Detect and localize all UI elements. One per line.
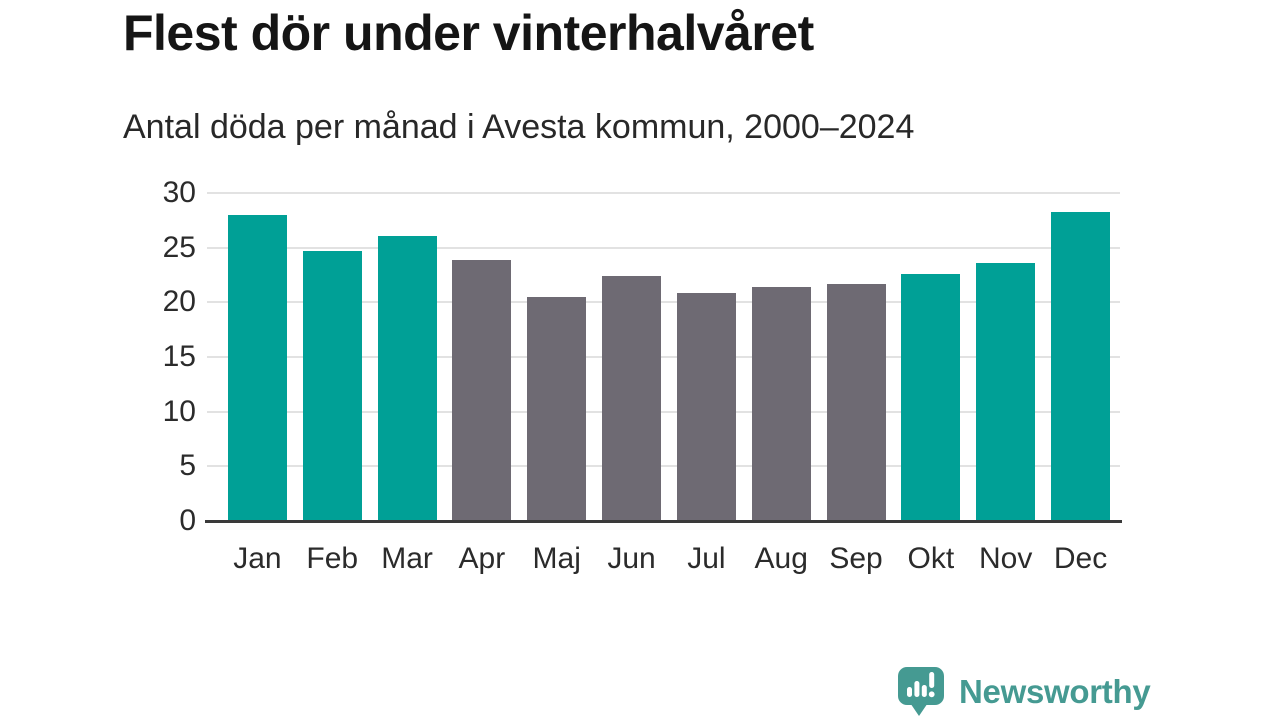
x-tick-label-apr: Apr: [458, 542, 506, 575]
bar-jun: [602, 276, 662, 521]
bar-band-jan: [220, 193, 295, 521]
logo-exclamation-dot: [928, 691, 935, 698]
bar-band-okt: [893, 193, 968, 521]
x-tick-label-jan: Jan: [233, 542, 282, 575]
bar-band-aug: [744, 193, 819, 521]
x-tick-label-feb: Feb: [306, 542, 359, 575]
bar-jan: [227, 214, 287, 521]
bar-band-dec: [1043, 193, 1118, 521]
bar-band-feb: [295, 193, 370, 521]
bar-okt: [901, 273, 961, 521]
bar-feb: [302, 250, 362, 521]
y-tick-label-0: 0: [179, 504, 196, 537]
gridline-25: [207, 246, 1120, 249]
x-tick-label-nov: Nov: [979, 542, 1033, 575]
bars-container: [220, 193, 1118, 521]
y-axis-tick-labels: 0 5 10 15 20 25 30: [0, 176, 196, 537]
chart-subtitle: Antal döda per månad i Avesta kommun, 20…: [123, 108, 915, 146]
plot-area: [205, 192, 1122, 523]
bar-band-mar: [370, 193, 445, 521]
logo-bar-3: [921, 685, 927, 697]
bar-aug: [751, 287, 811, 521]
x-tick-label-aug: Aug: [754, 542, 808, 575]
gridline-20: [207, 301, 1120, 304]
bar-jul: [676, 292, 736, 521]
bar-band-sep: [819, 193, 894, 521]
y-tick-label-30: 30: [162, 176, 196, 209]
y-tick-label-5: 5: [179, 449, 196, 483]
bar-maj: [527, 296, 587, 521]
bar-band-nov: [968, 193, 1043, 521]
newsworthy-logo-text: Newsworthy: [959, 673, 1151, 710]
x-tick-label-jun: Jun: [607, 542, 656, 575]
logo-bar-1: [907, 687, 912, 697]
bar-band-jun: [594, 193, 669, 521]
y-tick-label-20: 20: [162, 285, 196, 319]
bar-nov: [976, 262, 1036, 521]
y-tick-label-15: 15: [162, 340, 196, 373]
y-tick-label-25: 25: [162, 230, 196, 264]
brand-footer: Newsworthy: [896, 665, 1151, 719]
x-tick-label-mar: Mar: [381, 542, 433, 575]
y-tick-label-10: 10: [162, 394, 196, 428]
newsworthy-logo-icon: [898, 667, 944, 716]
x-tick-label-okt: Okt: [907, 542, 955, 575]
x-tick-label-maj: Maj: [532, 542, 581, 575]
bar-band-maj: [519, 193, 594, 521]
x-tick-label-sep: Sep: [829, 542, 883, 575]
gridline-10: [207, 410, 1120, 413]
gridline-30: [207, 192, 1120, 194]
bar-band-jul: [669, 193, 744, 521]
bar-band-apr: [444, 193, 519, 521]
chart-title: Flest dör under vinterhalvåret: [123, 5, 814, 61]
bar-dec: [1051, 211, 1111, 521]
logo-exclamation-bar: [929, 672, 935, 688]
x-axis-line: [205, 520, 1122, 523]
gridline-5: [207, 465, 1120, 468]
bar-mar: [377, 235, 437, 521]
gridline-15: [207, 356, 1120, 358]
logo-bar-2: [914, 681, 920, 697]
x-axis-tick-labels: Jan Feb Mar Apr Maj Jun Jul Aug Sep Okt Nov Dec: [220, 541, 1118, 577]
x-tick-label-jul: Jul: [687, 542, 726, 575]
bar-sep: [826, 283, 886, 521]
x-tick-label-dec: Dec: [1053, 542, 1108, 575]
bar-apr: [452, 259, 512, 521]
